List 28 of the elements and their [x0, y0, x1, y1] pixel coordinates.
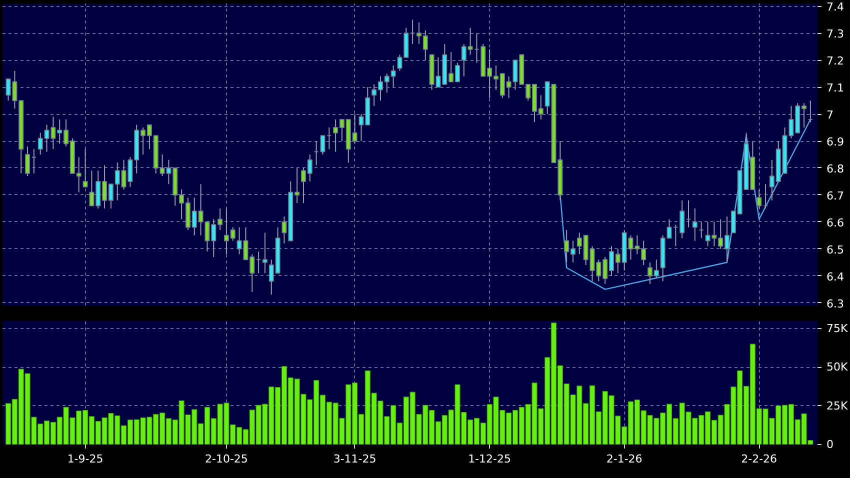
x-tick-label: 2-10-25 — [205, 452, 248, 466]
y-tick-label: 6.7 — [826, 189, 844, 202]
x-tick-label: 1-9-25 — [67, 452, 104, 466]
x-tick-label: 2-1-26 — [606, 452, 642, 466]
y-tick-label: 7.3 — [826, 28, 844, 41]
candlestick — [25, 146, 30, 177]
y-tick-label: 6.8 — [826, 162, 844, 176]
x-tick-label: 3-11-25 — [333, 452, 376, 466]
candlestick — [756, 189, 762, 209]
x-tick-label: 2-2-26 — [741, 452, 778, 466]
candlestick — [680, 200, 685, 239]
y-tick-label: 6.4 — [826, 270, 844, 284]
y-tick-label: 7 — [826, 108, 834, 122]
y-tick-label: 75K — [826, 322, 848, 335]
y-tick-label: 7.1 — [826, 82, 844, 95]
y-tick-label: 0 — [826, 438, 834, 451]
y-tick-label: 25K — [826, 399, 848, 412]
y-tick-label: 6.9 — [826, 136, 844, 149]
y-tick-label: 6.3 — [826, 297, 844, 310]
y-tick-label: 6.5 — [826, 243, 844, 256]
y-tick-label: 50K — [826, 360, 848, 374]
y-tick-label: 7.2 — [826, 54, 844, 68]
candlestick — [262, 232, 268, 274]
y-tick-label: 6.6 — [826, 216, 844, 230]
y-tick-label: 7.4 — [826, 0, 844, 14]
candlestick — [692, 208, 698, 242]
candlestick — [82, 148, 88, 188]
x-tick-label: 1-12-25 — [468, 452, 512, 466]
